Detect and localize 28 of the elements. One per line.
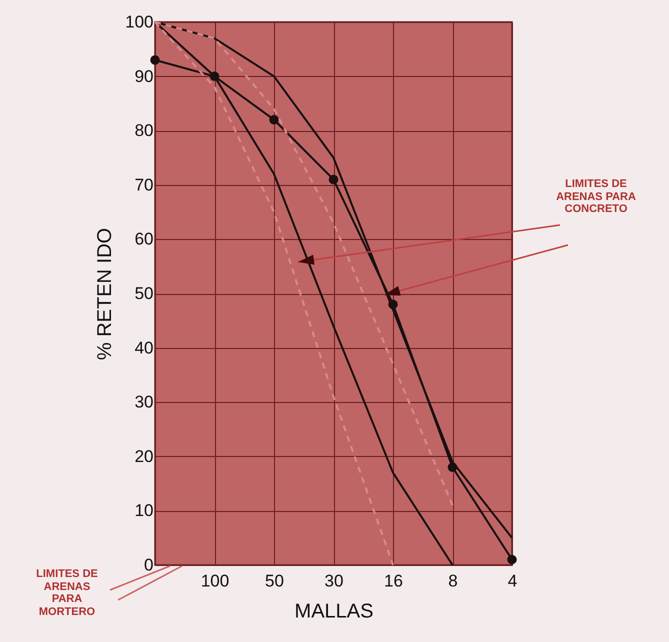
point <box>269 115 279 124</box>
x-tick-label: 50 <box>265 572 284 590</box>
point <box>328 174 338 184</box>
y-tick-label: 60 <box>134 230 154 249</box>
y-tick-label: 40 <box>134 338 154 358</box>
x-tick-label: 4 <box>508 572 518 590</box>
text: LIMITES DE ARENAS PARA CONCRETO <box>555 178 637 216</box>
y-tick-label: 20 <box>134 446 154 466</box>
x-axis-title: MALLAS <box>294 600 374 622</box>
y-tick-label: 50 <box>134 284 154 303</box>
point <box>210 72 220 82</box>
y-tick-label: 0 <box>144 556 154 574</box>
point <box>150 55 160 65</box>
point <box>507 554 517 564</box>
y-tick-label: 70 <box>134 175 154 194</box>
x-tick-label: 8 <box>448 572 458 590</box>
x-tick-label: 100 <box>200 572 230 590</box>
point <box>388 300 398 310</box>
y-tick-label: 80 <box>134 121 154 140</box>
y-tick-label: 100 <box>125 12 154 32</box>
text: LIMITES DE ARENAS PARA MORTERO <box>35 568 99 619</box>
x-tick-label: 30 <box>324 572 344 590</box>
y-tick-label: 30 <box>134 392 154 412</box>
y-axis-title: % RETEN IDO <box>94 228 116 360</box>
point <box>448 462 458 472</box>
y-tick-label: 10 <box>134 501 154 520</box>
x-tick-label: 16 <box>384 572 403 590</box>
y-tick-label: 90 <box>134 66 154 86</box>
